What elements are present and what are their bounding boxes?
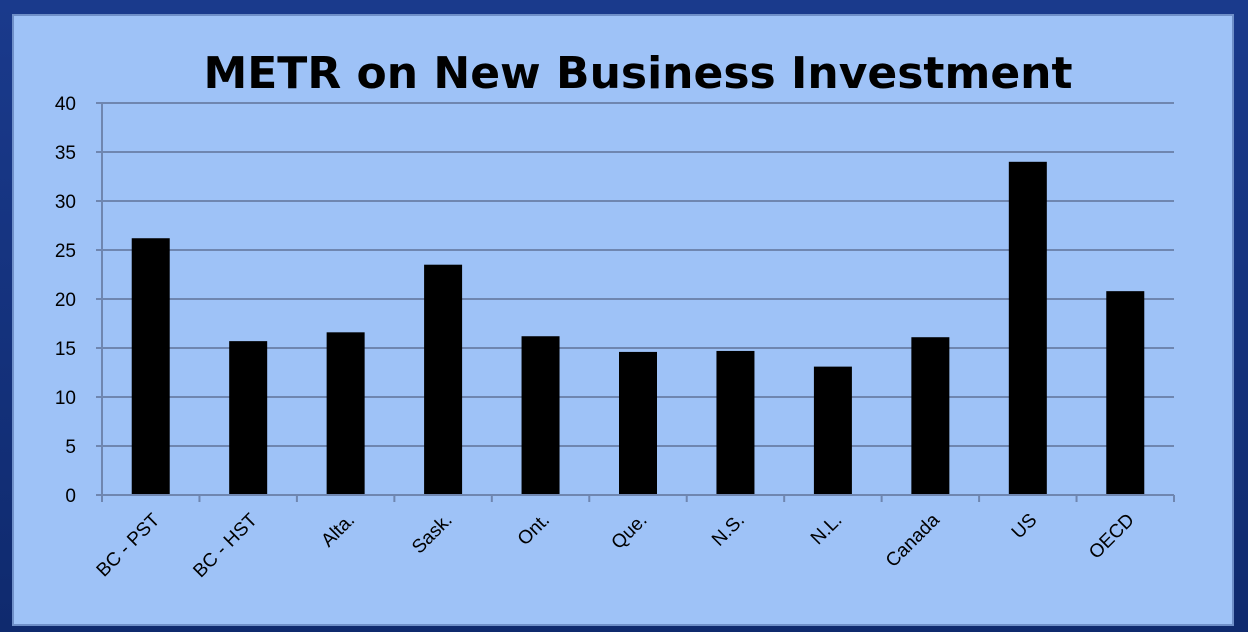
y-axis-ticks: 0 5 10 15 20 25 30 35 40 <box>55 94 102 507</box>
bar <box>229 341 268 495</box>
x-tick-label: OECD <box>1085 510 1139 564</box>
bar <box>1008 161 1047 496</box>
x-tick-label: Sask. <box>408 510 456 558</box>
chart-area: METR on New Business Investment 0 5 10 15 20… <box>12 14 1234 626</box>
bar <box>424 264 463 495</box>
x-tick-label: US <box>1008 510 1042 544</box>
bars <box>131 161 1145 496</box>
bar-chart: METR on New Business Investment 0 5 10 15 20… <box>55 48 1175 582</box>
y-tick-label: 40 <box>55 94 76 115</box>
bar <box>716 350 755 495</box>
y-tick-label: 15 <box>55 339 76 360</box>
bar <box>1106 291 1145 495</box>
bar <box>521 336 560 495</box>
y-tick-label: 0 <box>65 486 76 507</box>
chart-title: METR on New Business Investment <box>203 48 1072 99</box>
gridlines <box>102 102 1174 447</box>
y-tick-label: 5 <box>65 437 76 458</box>
y-tick-label: 35 <box>55 143 76 164</box>
bar <box>911 337 950 495</box>
y-tick-label: 10 <box>55 388 76 409</box>
x-tick-label: Que. <box>608 510 652 554</box>
y-tick-label: 30 <box>55 192 76 213</box>
y-tick-label: 20 <box>55 290 76 311</box>
x-tick-label: BC - PST <box>93 509 165 581</box>
x-tick-label: Ont. <box>514 510 554 550</box>
bar <box>326 332 365 495</box>
x-tick-label: Canada <box>882 509 944 571</box>
y-tick-label: 25 <box>55 241 76 262</box>
x-tick-label: N.L. <box>807 510 846 549</box>
x-tick-label: N.S. <box>708 510 749 551</box>
x-tick-label: BC - HST <box>189 509 262 582</box>
bar <box>131 238 170 496</box>
x-axis-ticks: BC - PST BC - HST Alta. Sask. Ont. Que. N.S. N.… <box>93 495 1175 582</box>
bar <box>813 366 852 495</box>
bar <box>619 351 657 495</box>
x-tick-label: Alta. <box>317 510 359 552</box>
